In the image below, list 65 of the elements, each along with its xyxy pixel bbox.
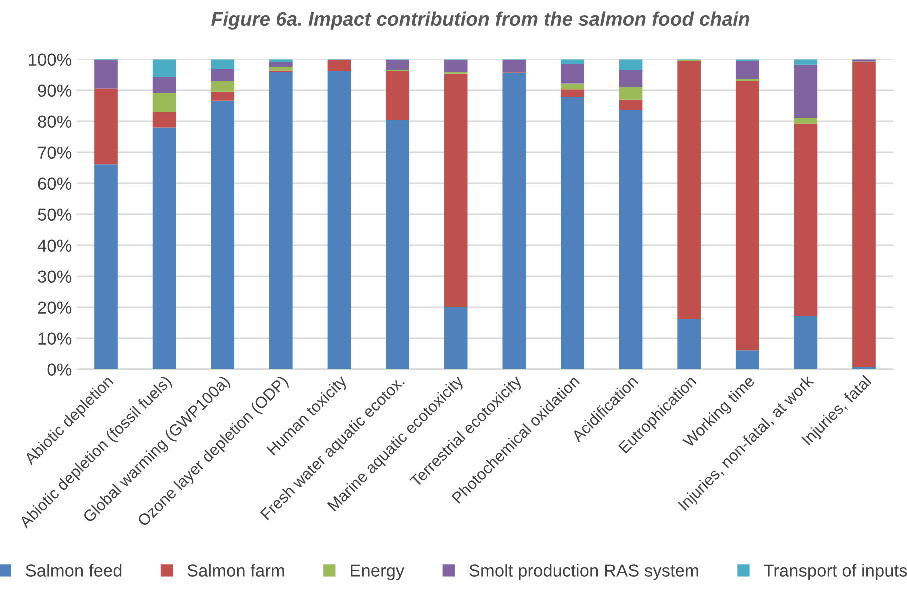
bar <box>94 88 118 165</box>
bar <box>619 60 643 70</box>
bar <box>794 124 818 317</box>
bar <box>386 60 410 70</box>
bar <box>444 308 468 370</box>
bar <box>852 62 876 368</box>
bar <box>794 64 818 118</box>
bar <box>852 367 876 370</box>
bar <box>152 60 176 77</box>
bar <box>736 81 760 351</box>
y-tick-label: 0% <box>48 364 72 376</box>
y-tick-label: 80% <box>38 116 72 128</box>
y-tick-label: 50% <box>38 208 72 222</box>
bar <box>211 70 235 82</box>
legend-label: Salmon farm <box>188 564 284 577</box>
y-tick-label: 100% <box>29 54 72 66</box>
bar <box>736 350 760 370</box>
bar <box>619 87 643 100</box>
bar <box>152 112 176 128</box>
y-tick-label: 10% <box>38 332 72 345</box>
bar <box>561 84 584 90</box>
bar <box>152 76 176 94</box>
y-tick-label: 70% <box>38 146 72 160</box>
chart-title: Figure 6a. Impact contribution from the salmon food chain <box>212 12 750 30</box>
bar <box>619 100 643 110</box>
legend-label: Smolt production RAS system <box>470 564 698 580</box>
y-tick-label: 60% <box>38 178 72 190</box>
bar <box>211 81 235 92</box>
bar <box>619 110 643 370</box>
bar <box>270 62 293 68</box>
bar <box>94 60 118 89</box>
bar <box>502 73 526 370</box>
legend-label: Energy <box>351 564 405 580</box>
bar <box>211 60 235 70</box>
bar <box>270 67 293 71</box>
legend-label: Transport of inputs <box>764 564 907 580</box>
bar <box>328 71 352 370</box>
bar <box>152 93 176 112</box>
bar <box>502 60 526 73</box>
bar <box>211 92 235 101</box>
bar <box>386 71 410 120</box>
legend-label: Salmon feed <box>26 564 122 577</box>
bar <box>561 60 584 64</box>
bar <box>619 70 643 88</box>
bar <box>794 118 818 124</box>
bar <box>152 128 176 370</box>
bar <box>270 72 293 370</box>
bar <box>328 60 352 72</box>
bar <box>561 64 584 84</box>
bar <box>794 60 818 65</box>
bar <box>736 61 760 80</box>
bar <box>386 120 410 370</box>
bar <box>94 164 118 370</box>
bar <box>444 60 468 72</box>
bar <box>678 319 701 370</box>
y-tick-label: 30% <box>38 270 72 284</box>
y-tick-label: 40% <box>38 240 72 252</box>
bar <box>794 316 818 370</box>
bar <box>678 61 701 320</box>
bar <box>561 90 584 98</box>
bar <box>211 100 235 370</box>
bar <box>444 74 468 308</box>
y-tick-label: 20% <box>38 302 72 314</box>
y-tick-label: 90% <box>38 84 72 98</box>
bar <box>561 97 584 370</box>
